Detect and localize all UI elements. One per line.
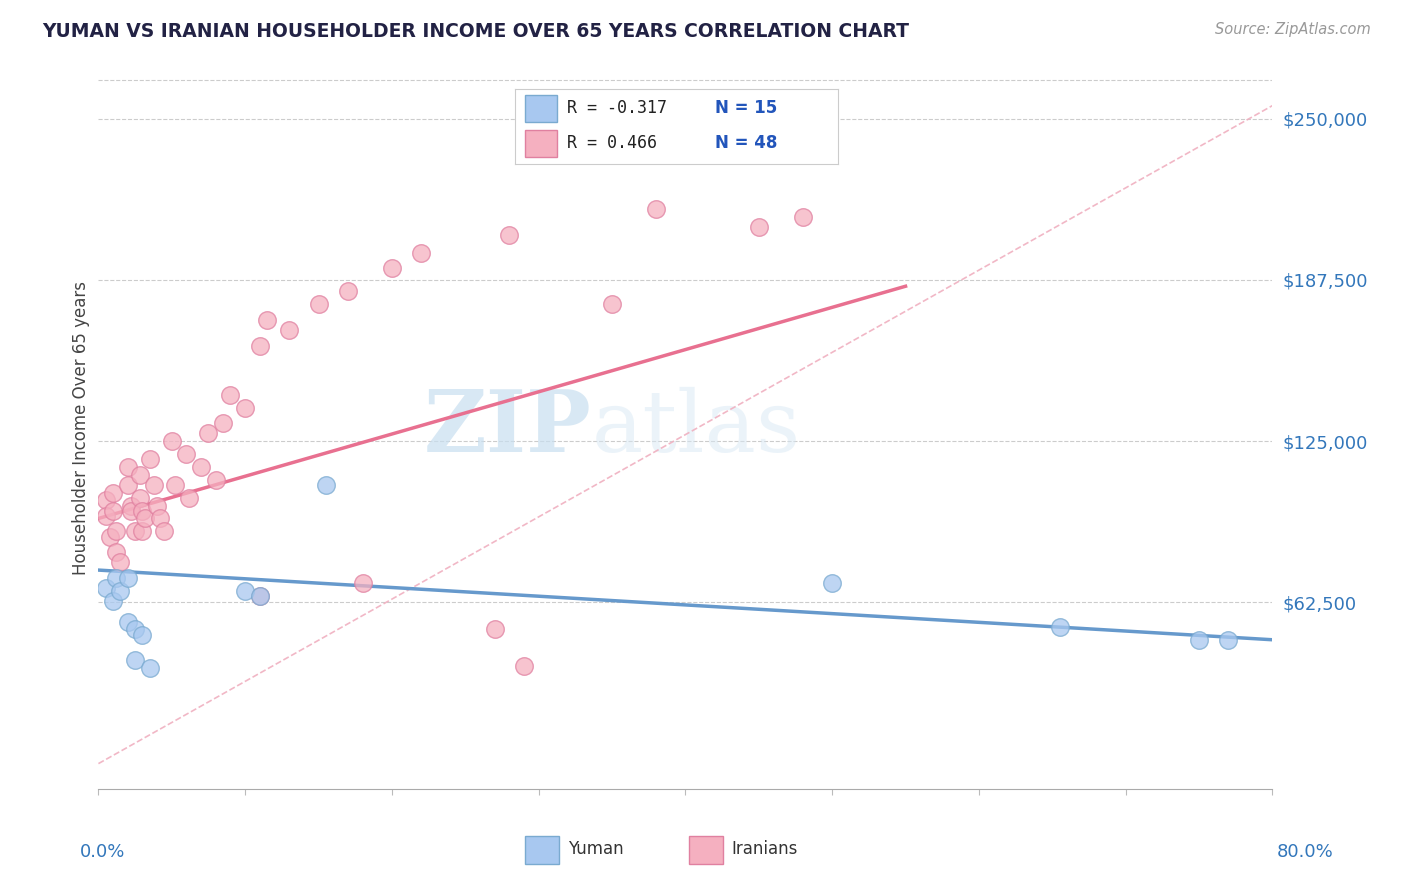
Point (821, 576, 844, 591)
Point (131, 504, 153, 518)
Point (513, 658, 536, 673)
Point (1218, 632, 1240, 647)
Point (153, 524, 176, 539)
Point (124, 623, 146, 637)
Y-axis label: Householder Income Over 65 years: Householder Income Over 65 years (72, 281, 90, 575)
Point (308, 297, 330, 311)
Text: atlas: atlas (592, 386, 800, 470)
Point (124, 653, 146, 667)
Point (212, 416, 235, 430)
Point (143, 478, 166, 492)
Point (336, 285, 359, 299)
Point (117, 459, 139, 474)
Point (1188, 632, 1211, 647)
Point (139, 661, 162, 675)
Point (134, 511, 156, 525)
Point (381, 261, 404, 276)
Point (315, 478, 337, 492)
Point (117, 615, 139, 629)
Point (94, 508, 117, 523)
Point (110, 555, 132, 569)
Point (278, 323, 301, 337)
Text: 80.0%: 80.0% (1277, 843, 1333, 861)
Point (117, 478, 139, 492)
Point (120, 504, 142, 518)
Point (484, 623, 506, 637)
Point (411, 245, 433, 260)
Point (131, 524, 153, 539)
Point (256, 313, 278, 327)
Point (748, 219, 770, 234)
Point (176, 447, 198, 461)
Point (190, 459, 212, 474)
Point (498, 227, 520, 242)
Point (120, 499, 142, 513)
Point (94, 581, 117, 595)
Point (249, 338, 271, 352)
Point (645, 202, 668, 216)
Point (352, 576, 374, 591)
Point (105, 524, 128, 539)
Point (249, 589, 271, 603)
Point (128, 467, 150, 482)
Point (94, 493, 117, 508)
Text: Source: ZipAtlas.com: Source: ZipAtlas.com (1215, 22, 1371, 37)
Point (98, 530, 121, 544)
Point (197, 426, 219, 441)
Point (128, 491, 150, 505)
Point (149, 511, 172, 525)
Point (117, 571, 139, 585)
Point (600, 297, 623, 311)
Point (139, 452, 162, 467)
Point (105, 571, 128, 585)
Point (792, 210, 814, 224)
Point (249, 589, 271, 603)
Point (101, 504, 124, 518)
Point (233, 583, 256, 598)
Point (131, 627, 153, 641)
Text: YUMAN VS IRANIAN HOUSEHOLDER INCOME OVER 65 YEARS CORRELATION CHART: YUMAN VS IRANIAN HOUSEHOLDER INCOME OVER… (42, 22, 910, 41)
Point (179, 491, 201, 505)
Point (163, 478, 186, 492)
Point (219, 387, 242, 401)
Point (101, 485, 124, 500)
Point (101, 594, 124, 608)
Point (105, 545, 128, 559)
Point (124, 524, 146, 539)
Point (160, 434, 183, 448)
Text: ZIP: ZIP (423, 386, 592, 470)
Point (205, 473, 228, 487)
Point (110, 583, 132, 598)
Point (1049, 620, 1071, 634)
Point (233, 401, 256, 415)
Text: 0.0%: 0.0% (80, 843, 125, 861)
Point (146, 499, 169, 513)
